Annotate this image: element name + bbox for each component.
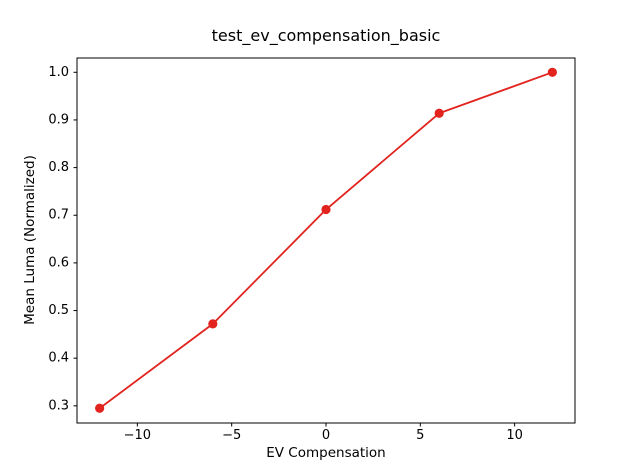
data-points (95, 67, 557, 413)
data-point-marker (547, 67, 557, 77)
data-line (98, 71, 554, 410)
x-tick-label: −5 (222, 428, 241, 443)
x-tick-label: 5 (416, 428, 424, 443)
data-point-marker (321, 204, 331, 215)
y-axis-label: Mean Luma (Normalized) (22, 155, 38, 325)
chart-title: test_ev_compensation_basic (212, 26, 441, 46)
series-line (98, 71, 554, 410)
data-point-marker (95, 403, 105, 413)
x-tick-label: 0 (322, 428, 330, 443)
plot-border (76, 57, 576, 424)
x-axis-ticks: −10 −5 0 5 10 (124, 423, 523, 443)
y-tick-label: 0.7 (48, 208, 69, 223)
y-tick-label: 0.5 (48, 303, 69, 318)
plot-area (76, 57, 576, 424)
x-tick-label: 10 (506, 428, 523, 443)
data-point-marker (208, 319, 218, 329)
y-tick-label: 1.0 (48, 65, 69, 80)
y-axis-ticks: 0.3 0.4 0.5 0.6 0.7 0.8 0.9 1.0 (48, 65, 77, 413)
y-tick-label: 0.4 (48, 351, 69, 366)
data-point-marker (434, 108, 444, 118)
y-tick-label: 0.8 (48, 160, 69, 175)
x-tick-label: −10 (124, 428, 151, 443)
y-tick-label: 0.6 (48, 255, 69, 270)
y-tick-label: 0.9 (48, 112, 69, 127)
y-tick-label: 0.3 (48, 398, 69, 413)
x-axis-label: EV Compensation (266, 445, 386, 461)
